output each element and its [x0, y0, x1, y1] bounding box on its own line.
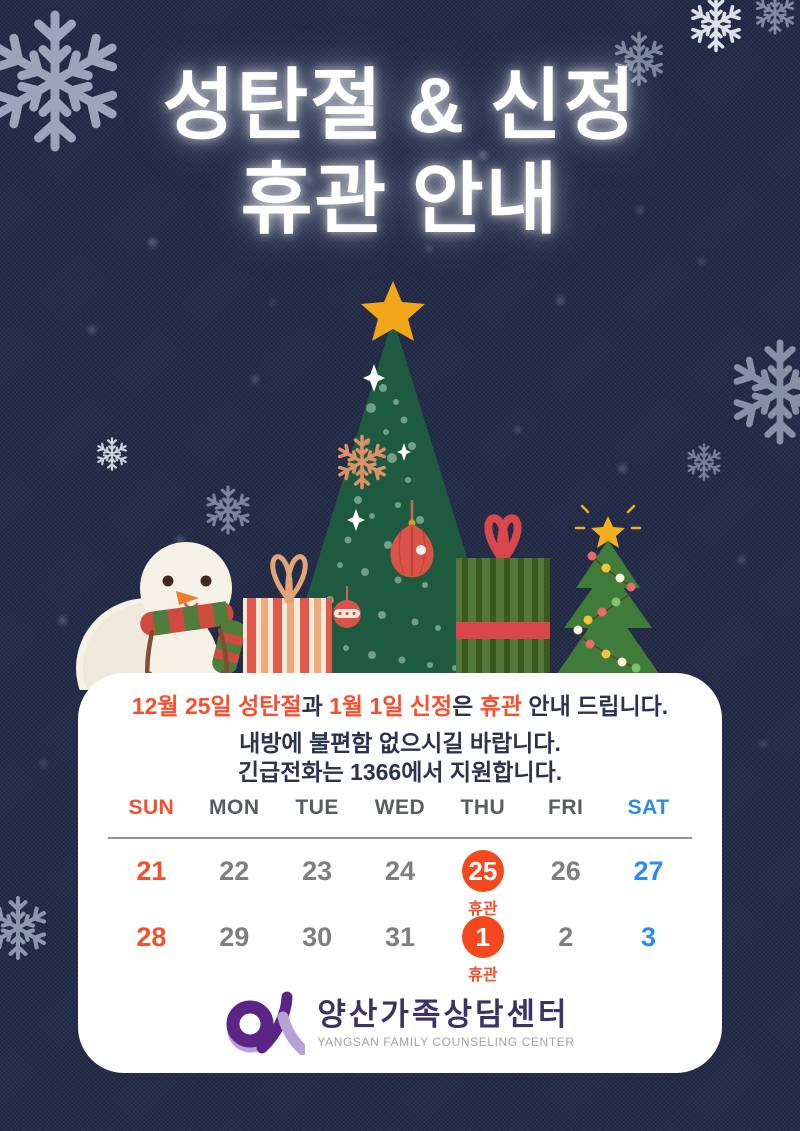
snow-dot: [760, 740, 767, 747]
org-logo-text: 양산가족상담센터 YANGSAN FAMILY COUNSELING CENTE…: [317, 996, 575, 1049]
calendar-week-1: 21 22 23 24 25 휴관 26 27: [110, 849, 690, 918]
calendar-week-2: 28 29 30 31 1 휴관 2 3: [110, 915, 690, 984]
calendar-header-row: SUN MON TUE WED THU FRI SAT: [110, 793, 690, 823]
calendar-day: 24: [384, 856, 416, 886]
bauble-ornament: [390, 500, 434, 578]
small-christmas-tree: [554, 504, 662, 690]
large-christmas-tree: [278, 281, 508, 690]
closed-badge: 휴관: [468, 967, 498, 984]
notice-date-christmas: 12월 25일 성탄절: [131, 693, 302, 719]
title-line-2: 휴관 안내: [240, 155, 560, 243]
snow-dot: [58, 616, 67, 625]
day-header-fri: FRI: [548, 796, 584, 819]
snow-dot: [252, 376, 259, 383]
sparkle-icon: [347, 364, 411, 531]
holiday-circle: 25: [461, 850, 504, 892]
notice-line-2: 내방에 불편함 없으시길 바랍니다.: [239, 730, 561, 756]
calendar-divider: [108, 837, 692, 839]
snow-dot: [426, 246, 432, 252]
snowflake-icon: [0, 894, 52, 962]
notice-line-1: 12월 25일 성탄절과 1월 1일 신정은 휴관 안내 드립니다.: [131, 693, 669, 719]
calendar-day: 27: [633, 856, 664, 886]
snow-dot: [40, 760, 47, 767]
day-header-mon: MON: [209, 796, 260, 819]
snow-dot: [478, 150, 488, 160]
notice-text: 12월 25일 성탄절과 1월 1일 신정은 휴관 안내 드립니다. 내방에 불…: [78, 691, 722, 787]
calendar-day: 31: [384, 922, 416, 952]
calendar-day: 3: [641, 922, 657, 952]
holiday-circle: 1: [461, 916, 504, 958]
snow-dot: [738, 556, 746, 564]
org-logo: 양산가족상담센터 YANGSAN FAMILY COUNSELING CENTE…: [78, 991, 722, 1055]
snow-dot: [618, 464, 627, 473]
snow-dot: [636, 206, 644, 214]
title-line-1: 성탄절 & 신정: [162, 61, 638, 149]
notice-card: 12월 25일 성탄절과 1월 1일 신정은 휴관 안내 드립니다. 내방에 불…: [78, 673, 722, 1073]
notice-line-3: 긴급전화는 1366에서 지원합니다.: [237, 759, 563, 785]
org-logo-mark-icon: [226, 991, 306, 1055]
calendar-day-holiday-jan1: 1 휴관: [441, 915, 524, 984]
closed-badge: 휴관: [468, 901, 498, 918]
notice-closed-word: 휴관: [479, 693, 523, 719]
org-name-korean: 양산가족상담센터: [317, 996, 570, 1032]
snow-dot: [698, 258, 705, 265]
snowman: [76, 542, 246, 690]
calendar-day: 23: [302, 856, 333, 886]
garland-lights: [573, 551, 641, 673]
calendar-day-holiday-dec25: 25 휴관: [441, 849, 524, 918]
day-header-wed: WED: [374, 796, 426, 819]
snow-dot: [176, 536, 184, 544]
christmas-illustration: [76, 281, 662, 690]
calendar-day: 30: [302, 922, 333, 952]
snow-dot: [514, 426, 521, 433]
calendar-day: 22: [219, 856, 250, 886]
day-header-tue: TUE: [295, 796, 339, 819]
page-title: 성탄절 & 신정 휴관 안내: [0, 58, 800, 246]
tree-star-icon: [361, 281, 425, 341]
day-header-sun: SUN: [128, 796, 175, 819]
day-header-thu: THU: [460, 796, 506, 819]
calendar-day: 26: [550, 856, 581, 886]
calendar-day: 21: [136, 856, 167, 886]
snow-dot: [270, 300, 275, 305]
day-header-sat: SAT: [627, 796, 670, 819]
snow-dot: [88, 326, 96, 334]
ball-ornament: [333, 586, 361, 628]
gift-box-green: [456, 514, 550, 690]
snow-dot: [148, 238, 157, 247]
org-name-english: YANGSAN FAMILY COUNSELING CENTER: [317, 1034, 575, 1049]
calendar-day: 28: [136, 922, 167, 952]
calendar-day: 2: [558, 922, 574, 952]
calendar-day: 29: [219, 922, 250, 952]
snow-dot: [306, 176, 313, 183]
snow-dot: [556, 296, 565, 305]
notice-date-newyear: 1월 1일 신정: [329, 693, 453, 719]
